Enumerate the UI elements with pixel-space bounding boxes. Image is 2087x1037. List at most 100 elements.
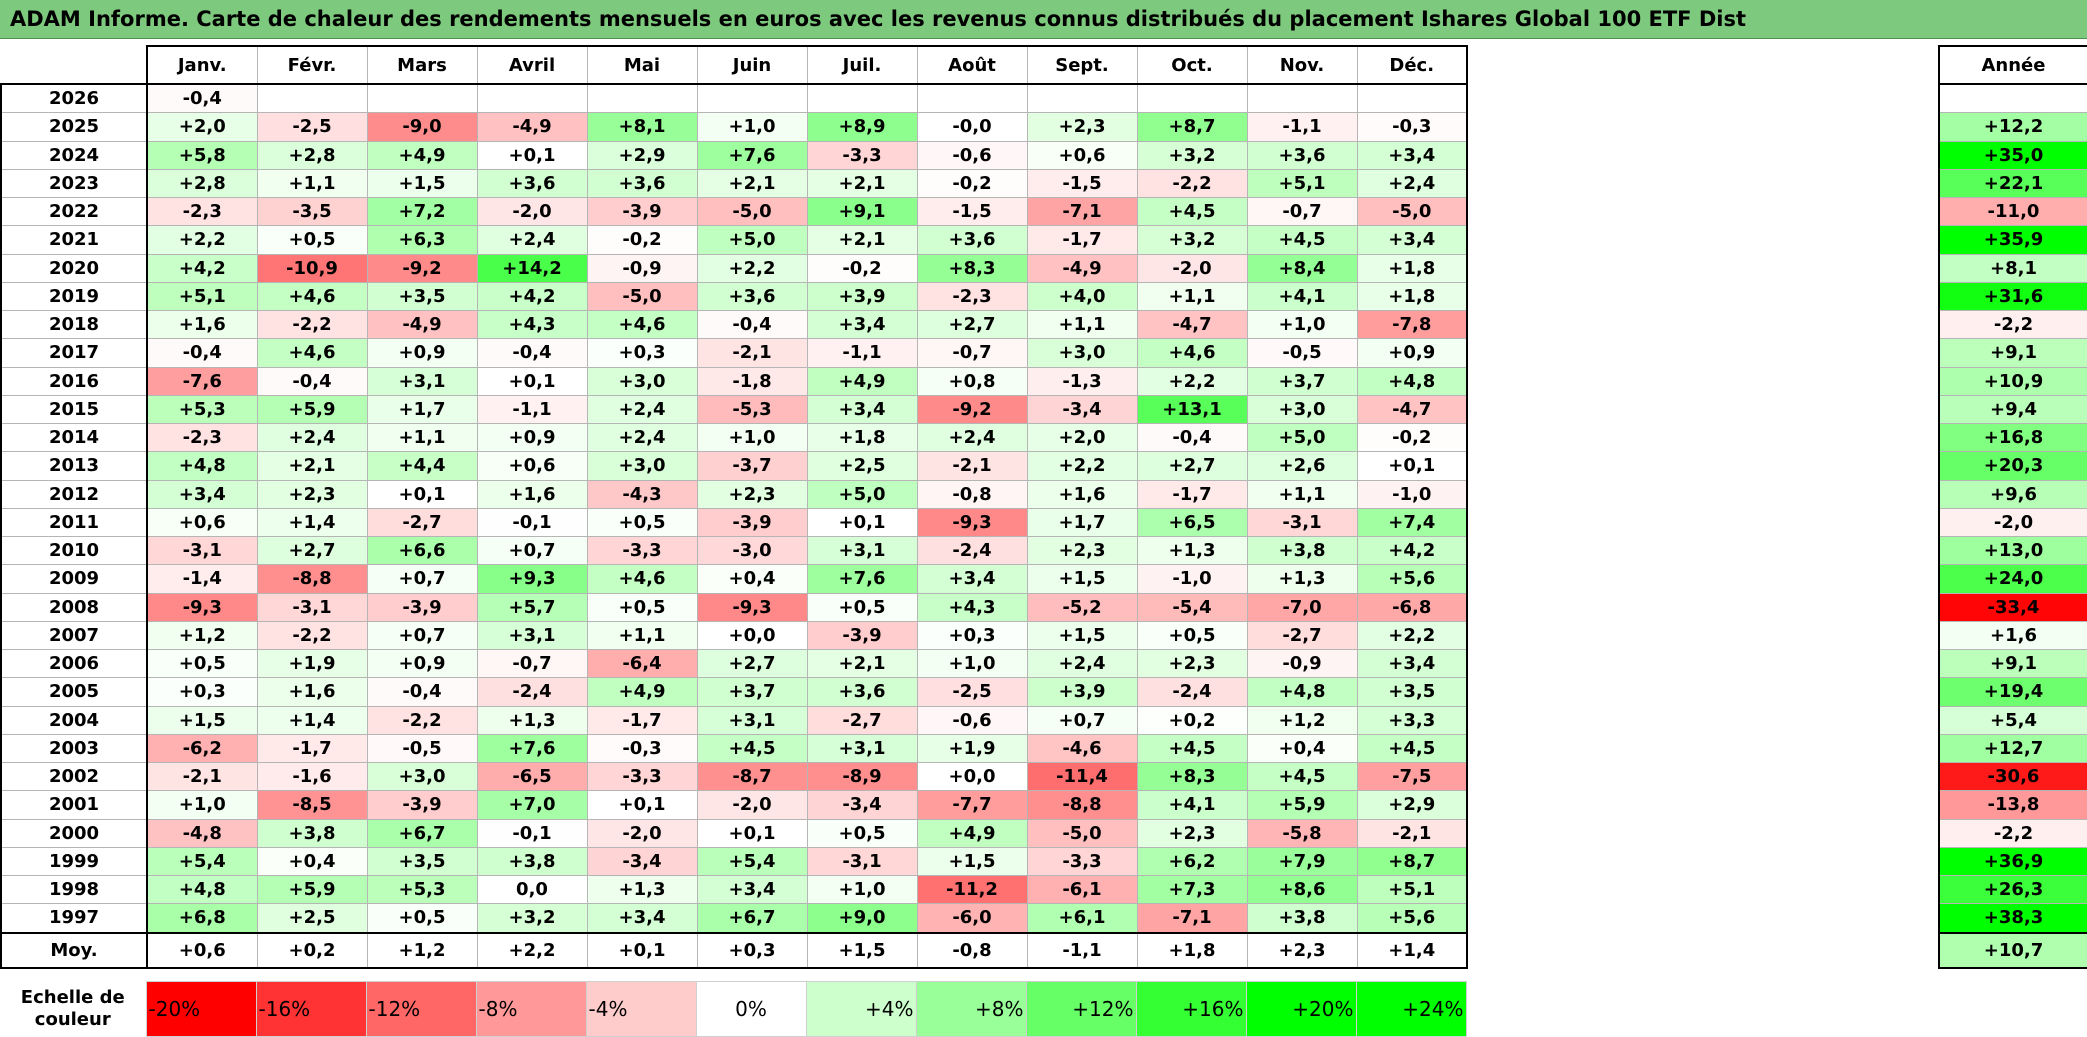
year-label: 2014 (0, 422, 148, 453)
heat-cell: +3,4 (916, 564, 1028, 594)
heat-cell: +2,6 (1246, 451, 1358, 481)
heat-cell: +6,7 (366, 818, 478, 848)
heat-cell: +2,2 (1026, 451, 1138, 481)
heat-cell: -2,1 (146, 761, 258, 792)
annual-row: +36,9 (1938, 846, 2087, 877)
heat-cell: +0,6 (476, 451, 588, 481)
heat-cell: +1,3 (586, 874, 698, 905)
year-label: 2023 (0, 168, 148, 199)
heat-cell: +8,4 (1246, 253, 1358, 283)
table-row: 2024 +5,8 +2,8 +4,9 +0,1 +2,9 +7,6 -3,3 -0,6 +0,6… (0, 140, 1468, 170)
heat-cell: -1,7 (1026, 225, 1138, 255)
heat-cell: +2,7 (916, 309, 1028, 340)
heat-cell: +1,3 (1246, 564, 1358, 594)
year-label: 1998 (0, 874, 148, 905)
heat-cell: -1,1 (1246, 112, 1358, 142)
heat-cell: +3,1 (806, 733, 918, 764)
heat-cell: -0,9 (1246, 648, 1358, 679)
heat-cell: -0,7 (476, 648, 588, 679)
heat-cell: +0,6 (1026, 140, 1138, 170)
heat-cell: -2,7 (1246, 620, 1358, 651)
heat-cell: +1,3 (476, 705, 588, 735)
heat-cell: +2,2 (1136, 366, 1248, 396)
heat-cell: -0,6 (916, 140, 1028, 170)
heat-cell: -0,5 (1246, 338, 1358, 368)
annual-cell: +26,3 (1938, 874, 2087, 905)
annual-cell: +35,9 (1938, 225, 2087, 255)
heat-cell: +3,6 (586, 168, 698, 199)
year-label: 2000 (0, 818, 148, 848)
heat-cell: +4,2 (146, 253, 258, 283)
heat-cell: +2,1 (696, 168, 808, 199)
heat-cell: +6,1 (1026, 903, 1138, 934)
heat-cell: +0,7 (1026, 705, 1138, 735)
year-label: 2022 (0, 196, 148, 227)
heat-cell: -3,9 (806, 620, 918, 651)
month-header: Juin (696, 45, 808, 85)
annual-cell: -2,2 (1938, 818, 2087, 848)
heat-cell: -3,0 (696, 535, 808, 566)
table-row: 2017 -0,4 +4,6 +0,9 -0,4 +0,3 -2,1 -1,1 -0,7 +3,0… (0, 338, 1468, 368)
annual-row: +9,6 (1938, 479, 2087, 509)
heat-cell: +2,2 (696, 253, 808, 283)
heat-cell: +0,0 (916, 761, 1028, 792)
heat-cell: +5,9 (256, 394, 368, 425)
heat-cell: +1,5 (366, 168, 478, 199)
heat-cell: -3,3 (586, 535, 698, 566)
heat-cell: +8,3 (1136, 761, 1248, 792)
heat-cell: +3,2 (1136, 225, 1248, 255)
table-row: 1998 +4,8 +5,9 +5,3 0,0 +1,3 +3,4 +1,0 -11,2 -6,1… (0, 874, 1468, 905)
heat-cell: +5,6 (1356, 564, 1468, 594)
annual-average-cell: +10,7 (1938, 931, 2087, 969)
heat-cell: +1,6 (146, 309, 258, 340)
heat-cell: +1,5 (1026, 620, 1138, 651)
heat-cell: +1,0 (916, 648, 1028, 679)
heat-cell: -3,5 (256, 196, 368, 227)
annual-cell: +24,0 (1938, 564, 2087, 594)
heat-cell: +0,5 (146, 648, 258, 679)
heat-cell: +8,1 (586, 112, 698, 142)
table-row: 2023 +2,8 +1,1 +1,5 +3,6 +3,6 +2,1 +2,1 -0,2 -1,5… (0, 168, 1468, 199)
annual-cell: +10,9 (1938, 366, 2087, 396)
table-row: 2020 +4,2 -10,9 -9,2 +14,2 -0,9 +2,2 -0,2 +8,3 -4… (0, 253, 1468, 283)
chart-title: ADAM Informe. Carte de chaleur des rende… (0, 0, 2087, 39)
heat-cell: -2,1 (1356, 818, 1468, 848)
heat-cell: +3,8 (1246, 535, 1358, 566)
heat-cell: -6,8 (1356, 592, 1468, 622)
heat-cell: -0,2 (586, 225, 698, 255)
scale-swatch: +4% (805, 981, 917, 1037)
annual-cell: +9,6 (1938, 479, 2087, 509)
heat-cell: +3,2 (476, 903, 588, 934)
annual-cell: -13,8 (1938, 790, 2087, 820)
heat-cell: -0,5 (366, 733, 478, 764)
year-label: 1999 (0, 846, 148, 877)
heat-cell: +3,8 (476, 846, 588, 877)
heat-cell: +2,4 (1356, 168, 1468, 199)
annual-cell: +9,1 (1938, 648, 2087, 679)
heat-cell: +2,4 (916, 422, 1028, 453)
heat-cell: -5,2 (1026, 592, 1138, 622)
heat-cell: +8,3 (916, 253, 1028, 283)
annual-row: -2,0 (1938, 507, 2087, 538)
heat-cell: -7,5 (1356, 761, 1468, 792)
heat-cell: +4,5 (1246, 761, 1358, 792)
heat-cell: +1,1 (1136, 281, 1248, 312)
heat-cell: +2,4 (256, 422, 368, 453)
annual-cell: +9,1 (1938, 338, 2087, 368)
heat-cell: +2,3 (696, 479, 808, 509)
annual-row: -30,6 (1938, 761, 2087, 792)
heat-cell: -2,2 (1136, 168, 1248, 199)
heat-cell: -9,2 (366, 253, 478, 283)
scale-swatch: -16% (255, 981, 367, 1037)
heat-cell: +0,1 (476, 366, 588, 396)
heat-cell: -11,2 (916, 874, 1028, 905)
annual-row: +5,4 (1938, 705, 2087, 735)
heat-cell (256, 83, 368, 114)
heat-cell: -11,4 (1026, 761, 1138, 792)
heat-cell: +2,1 (806, 225, 918, 255)
heat-cell: +0,5 (586, 592, 698, 622)
annual-row: -11,0 (1938, 196, 2087, 227)
heat-cell: -3,4 (806, 790, 918, 820)
scale-swatch: +8% (915, 981, 1027, 1037)
average-cell: +0,1 (586, 931, 698, 969)
